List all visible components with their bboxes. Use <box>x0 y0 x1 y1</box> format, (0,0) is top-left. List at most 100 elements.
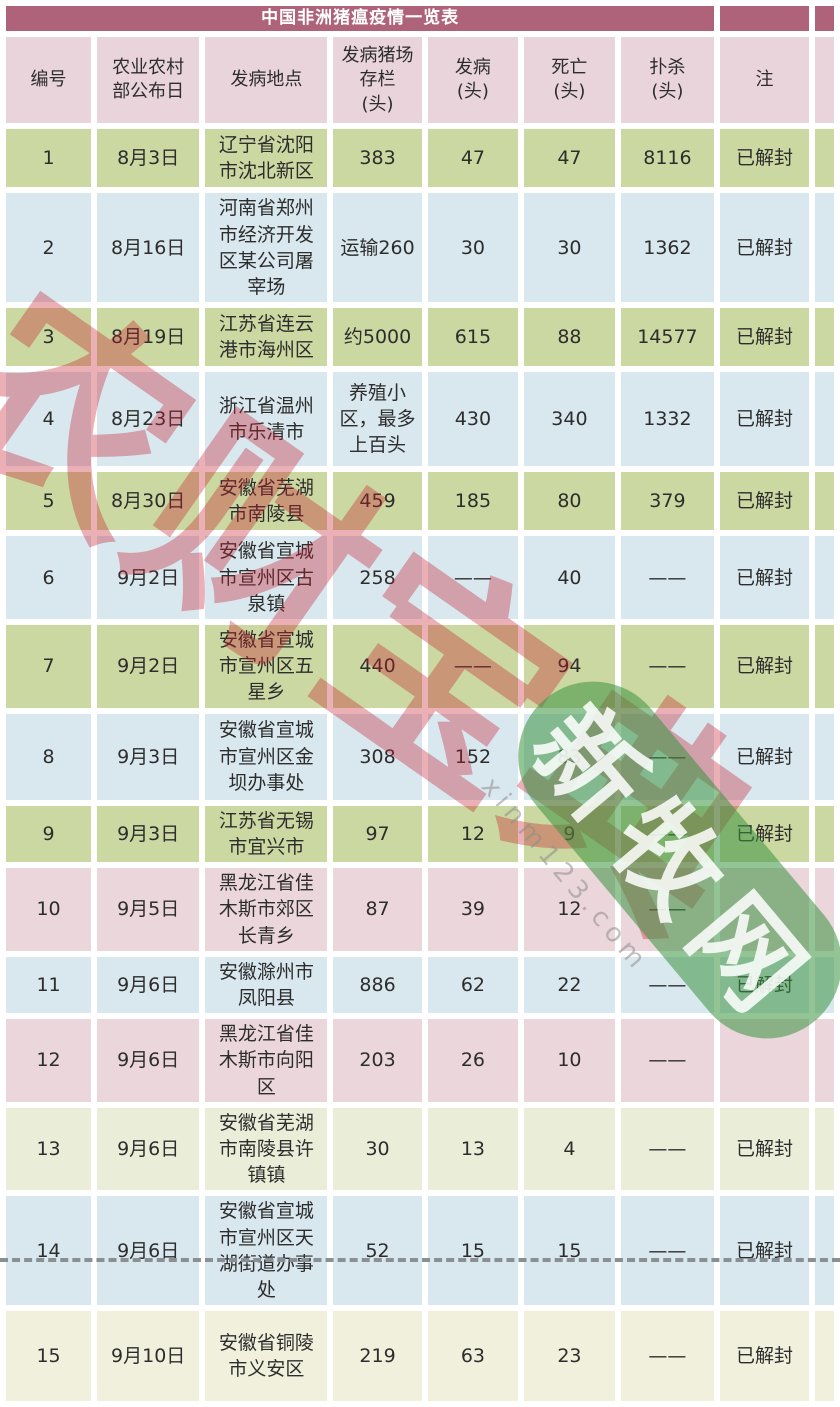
outbreak-location-cell: 江苏省无锡市宜兴市 <box>205 805 328 863</box>
outbreak-location-cell: 辽宁省沈阳市沈北新区 <box>205 129 328 188</box>
note-cell: 已解封 <box>720 308 809 367</box>
culled-count-cell: 1362 <box>620 193 715 303</box>
farm-stock-cell: 运输260 <box>333 193 422 303</box>
note-cell: 已解封 <box>720 624 809 708</box>
farm-stock-cell: 308 <box>333 713 422 800</box>
publish-date-cell: 9月6日 <box>97 1196 200 1306</box>
title-bar-right-segment <box>720 6 809 32</box>
farm-stock-cell: 886 <box>333 956 422 1014</box>
culled-count-cell: —— <box>620 1311 715 1402</box>
edge-sliver-cell <box>814 536 834 619</box>
death-count-cell: 23 <box>524 1311 615 1402</box>
sick-count-cell: —— <box>427 624 519 708</box>
edge-sliver-cell <box>814 37 834 124</box>
culled-count-cell: —— <box>620 624 715 708</box>
outbreak-table-page: 中国非洲猪瘟疫情一览表 编号 农业农村 部公布日 发病地点 发病猪场 存栏 (头… <box>0 6 840 1402</box>
note-cell: 已解封 <box>720 1311 809 1402</box>
publish-date-cell: 9月6日 <box>97 1019 200 1102</box>
publish-date-cell: 9月10日 <box>97 1311 200 1402</box>
edge-sliver-cell <box>814 6 834 32</box>
col-header-location: 发病地点 <box>205 37 328 124</box>
table-row: 8 9月3日 安徽省宣城市宣州区金坝办事处 308 152 83 —— 已解封 <box>6 713 834 800</box>
death-count-cell: 9 <box>524 805 615 863</box>
death-count-cell: 15 <box>524 1196 615 1306</box>
publish-date-cell: 9月6日 <box>97 1107 200 1191</box>
row-number-cell: 11 <box>6 956 92 1014</box>
culled-count-cell: 8116 <box>620 129 715 188</box>
row-number-cell: 10 <box>6 868 92 951</box>
table-row: 3 8月19日 江苏省连云港市海州区 约5000 615 88 14577 已解封 <box>6 308 834 367</box>
table-row: 15 9月10日 安徽省铜陵市义安区 219 63 23 —— 已解封 <box>6 1311 834 1402</box>
outbreak-location-cell: 黑龙江省佳木斯市向阳区 <box>205 1019 328 1102</box>
culled-count-cell: —— <box>620 1107 715 1191</box>
table-row: 12 9月6日 黑龙江省佳木斯市向阳区 203 26 10 —— <box>6 1019 834 1102</box>
culled-count-cell: —— <box>620 805 715 863</box>
death-count-cell: 10 <box>524 1019 615 1102</box>
death-count-cell: 30 <box>524 193 615 303</box>
table-row: 6 9月2日 安徽省宣城市宣州区古泉镇 258 —— 40 —— 已解封 <box>6 536 834 619</box>
col-header-farm-stock: 发病猪场 存栏 (头) <box>333 37 422 124</box>
row-number-cell: 13 <box>6 1107 92 1191</box>
row-number-cell: 14 <box>6 1196 92 1306</box>
edge-sliver-cell <box>814 1196 834 1306</box>
farm-stock-cell: 87 <box>333 868 422 951</box>
table-row: 2 8月16日 河南省郑州市经济开发区某公司屠宰场 运输260 30 30 1362 已解封 <box>6 193 834 303</box>
edge-sliver-cell <box>814 308 834 367</box>
death-count-cell: 22 <box>524 956 615 1014</box>
row-number-cell: 2 <box>6 193 92 303</box>
row-number-cell: 7 <box>6 624 92 708</box>
death-count-cell: 40 <box>524 536 615 619</box>
outbreak-location-cell: 安徽省宣城市宣州区天湖街道办事处 <box>205 1196 328 1306</box>
table-row: 9 9月3日 江苏省无锡市宜兴市 97 12 9 —— 已解封 <box>6 805 834 863</box>
note-cell <box>720 868 809 951</box>
sick-count-cell: 26 <box>427 1019 519 1102</box>
publish-date-cell: 9月3日 <box>97 805 200 863</box>
outbreak-location-cell: 河南省郑州市经济开发区某公司屠宰场 <box>205 193 328 303</box>
note-cell: 已解封 <box>720 536 809 619</box>
publish-date-cell: 9月5日 <box>97 868 200 951</box>
outbreak-location-cell: 安徽省宣城市宣州区五星乡 <box>205 624 328 708</box>
col-header-publish-date: 农业农村 部公布日 <box>97 37 200 124</box>
farm-stock-cell: 219 <box>333 1311 422 1402</box>
col-header-culled: 扑杀 (头) <box>620 37 715 124</box>
col-header-note: 注 <box>720 37 809 124</box>
publish-date-cell: 8月30日 <box>97 472 200 531</box>
note-cell: 已解封 <box>720 193 809 303</box>
edge-sliver-cell <box>814 956 834 1014</box>
culled-count-cell: —— <box>620 1196 715 1306</box>
outbreak-location-cell: 江苏省连云港市海州区 <box>205 308 328 367</box>
farm-stock-cell: 52 <box>333 1196 422 1306</box>
row-number-cell: 12 <box>6 1019 92 1102</box>
culled-count-cell: 1332 <box>620 372 715 467</box>
edge-sliver-cell <box>814 868 834 951</box>
table-row: 1 8月3日 辽宁省沈阳市沈北新区 383 47 47 8116 已解封 <box>6 129 834 188</box>
farm-stock-cell: 459 <box>333 472 422 531</box>
farm-stock-cell: 383 <box>333 129 422 188</box>
farm-stock-cell: 97 <box>333 805 422 863</box>
sick-count-cell: 12 <box>427 805 519 863</box>
culled-count-cell: —— <box>620 956 715 1014</box>
note-cell: 已解封 <box>720 472 809 531</box>
death-count-cell: 88 <box>524 308 615 367</box>
edge-sliver-cell <box>814 1107 834 1191</box>
page-title: 中国非洲猪瘟疫情一览表 <box>6 6 715 32</box>
col-header-death: 死亡 (头) <box>524 37 615 124</box>
death-count-cell: 340 <box>524 372 615 467</box>
note-cell: 已解封 <box>720 956 809 1014</box>
publish-date-cell: 9月2日 <box>97 536 200 619</box>
note-cell: 已解封 <box>720 1196 809 1306</box>
outbreak-location-cell: 安徽滁州市凤阳县 <box>205 956 328 1014</box>
edge-sliver-cell <box>814 1311 834 1402</box>
death-count-cell: 4 <box>524 1107 615 1191</box>
note-cell: 已解封 <box>720 129 809 188</box>
farm-stock-cell: 约5000 <box>333 308 422 367</box>
edge-sliver-cell <box>814 713 834 800</box>
outbreak-location-cell: 浙江省温州市乐清市 <box>205 372 328 467</box>
col-header-sick: 发病 (头) <box>427 37 519 124</box>
edge-sliver-cell <box>814 129 834 188</box>
outbreak-location-cell: 安徽省芜湖市南陵县 <box>205 472 328 531</box>
death-count-cell: 47 <box>524 129 615 188</box>
table-row: 5 8月30日 安徽省芜湖市南陵县 459 185 80 379 已解封 <box>6 472 834 531</box>
sick-count-cell: 30 <box>427 193 519 303</box>
row-number-cell: 3 <box>6 308 92 367</box>
